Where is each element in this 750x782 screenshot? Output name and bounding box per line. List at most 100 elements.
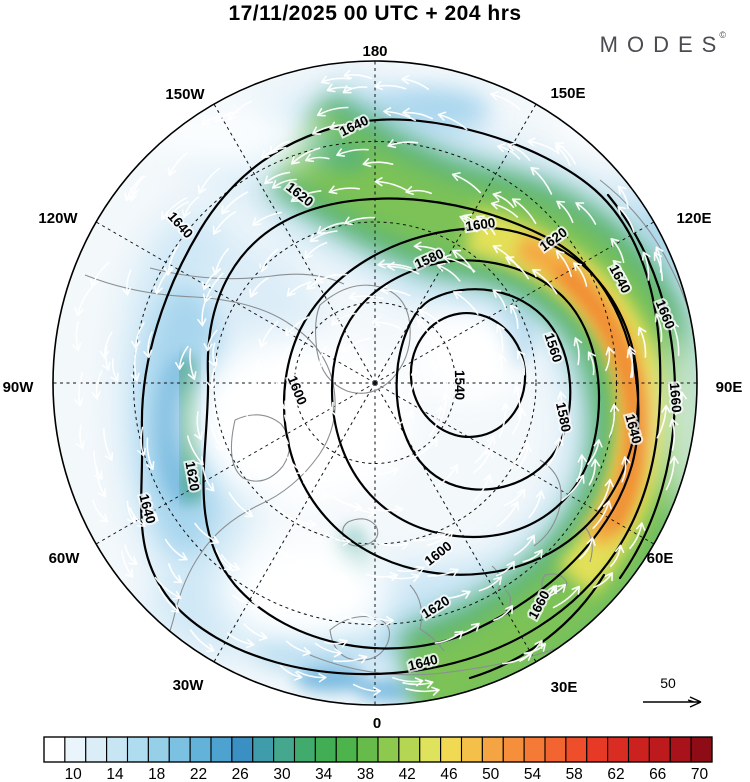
wind-arrow-icon	[612, 260, 631, 288]
wind-arrow-icon	[637, 326, 647, 358]
wind-arrow-icon	[324, 533, 351, 547]
wind-arrow-icon	[413, 241, 446, 254]
wind-arrow-icon	[436, 262, 461, 282]
wind-arrow-icon	[74, 285, 94, 317]
wind-arrow-icon	[243, 623, 268, 641]
wind-arrow-icon	[279, 549, 311, 566]
wind-arrow-icon	[242, 402, 252, 427]
weather-map: 1540156015801580160016001600162016201620…	[3, 43, 743, 730]
wind-arrow-icon	[72, 321, 82, 352]
wind-arrow-icon	[154, 576, 182, 600]
colorbar-cell	[106, 736, 129, 763]
longitude-label-90E: 90E	[716, 379, 743, 396]
wind-arrow-icon	[285, 316, 310, 337]
wind-arrow-icon	[621, 456, 631, 483]
longitude-label-150E: 150E	[550, 85, 585, 102]
wind-arrow-icon	[271, 178, 297, 189]
wind-arrow-icon	[121, 269, 132, 296]
wind-arrow-icon	[387, 573, 420, 583]
longitude-label-120W: 120W	[38, 210, 78, 227]
wind-arrow-icon	[507, 142, 531, 162]
wind-arrow-icon	[110, 358, 119, 382]
wind-arrow-icon	[493, 605, 514, 622]
wind-arrow-icon	[627, 346, 637, 379]
wind-arrow-icon	[556, 200, 574, 224]
wind-arrow-icon	[490, 200, 519, 218]
wind-arrow-icon	[181, 196, 200, 218]
colorbar-cell	[377, 736, 400, 763]
wind-arrow-icon	[509, 304, 519, 330]
wind-arrow-icon	[343, 69, 373, 80]
wind-arrow-icon	[121, 550, 134, 578]
wind-arrow-icon	[316, 573, 349, 583]
wind-arrow-icon	[316, 222, 345, 235]
wind-arrow-icon	[285, 640, 311, 657]
wind-arrow-icon	[573, 337, 583, 366]
colorbar: 10 14 18 22 26 30 34 38 42 46 50 54 58 62 66 70	[43, 736, 713, 782]
wind-arrow-icon	[226, 632, 255, 649]
colorbar-cell	[419, 736, 442, 763]
wind-arrow-icon	[175, 345, 189, 370]
wind-arrow-icon	[517, 350, 526, 376]
wind-arrow-icon	[187, 348, 197, 380]
colorbar-cell	[607, 736, 630, 763]
wind-arrow-icon	[426, 530, 454, 546]
wind-arrow-icon	[329, 121, 358, 131]
wind-arrow-icon	[409, 438, 438, 460]
colorbar-cell	[690, 736, 713, 763]
wind-arrow-icon	[437, 111, 468, 131]
contour-label-1620: 1620	[182, 460, 202, 492]
wind-arrow-icon	[362, 158, 394, 168]
wind-arrow-icon	[463, 213, 489, 235]
wind-arrow-icon	[498, 403, 511, 438]
wind-arrow-icon	[402, 679, 434, 689]
wind-arrow-icon	[434, 464, 458, 489]
wind-arrow-icon	[495, 560, 515, 577]
wind-arrow-icon	[212, 248, 230, 276]
wind-arrow-icon	[290, 190, 322, 203]
colorbar-cell	[43, 736, 66, 763]
wind-arrow-icon	[332, 654, 368, 664]
colorbar-tick-54: 54	[524, 766, 542, 782]
wind-speed-shading	[53, 61, 697, 705]
colorbar-tick-10: 10	[65, 766, 83, 782]
wind-arrow-icon	[91, 370, 103, 400]
wind-arrow-icon	[275, 381, 287, 410]
wind-arrow-icon	[427, 568, 459, 577]
wind-arrow-icon	[167, 152, 188, 177]
wind-arrow-icon	[442, 357, 452, 389]
wind-arrow-icon	[157, 585, 180, 613]
coastlines	[84, 119, 697, 676]
wind-arrow-icon	[290, 147, 321, 165]
wind-arrow-icon	[273, 425, 289, 445]
wind-arrow-icon	[269, 140, 290, 155]
colorbar-cell	[648, 736, 671, 763]
wind-arrow-icon	[608, 403, 620, 438]
wind-arrow-icon	[387, 139, 419, 149]
wind-arrow-icon	[189, 629, 215, 653]
wind-arrow-icon	[496, 143, 521, 160]
wind-arrow-icon	[366, 572, 399, 582]
wind-arrow-icon	[359, 612, 394, 626]
wind-arrow-icon	[610, 544, 625, 567]
wind-arrow-icon	[508, 441, 530, 471]
wind-arrow-icon	[197, 167, 221, 195]
wind-arrow-icon	[575, 202, 597, 225]
wind-arrow-icon	[341, 337, 371, 353]
longitude-label-30E: 30E	[551, 679, 578, 696]
wind-arrow-icon	[129, 507, 146, 527]
height-contours	[140, 118, 677, 680]
wind-arrow-icon	[497, 354, 507, 385]
wind-arrow-icon	[321, 377, 334, 411]
wind-arrow-icon	[153, 266, 173, 295]
wind-arrow-icon	[473, 448, 494, 474]
wind-arrow-icon	[331, 312, 356, 326]
wind-arrow-icon	[314, 642, 342, 658]
wind-arrow-icon	[314, 345, 328, 371]
wind-arrow-icon	[579, 537, 596, 560]
copyright-mark: ©	[719, 30, 726, 40]
wind-arrow-icon	[309, 230, 338, 243]
wind-arrow-icon	[359, 434, 386, 443]
colorbar-tick-26: 26	[232, 766, 249, 782]
wind-arrow-icon	[250, 358, 261, 391]
